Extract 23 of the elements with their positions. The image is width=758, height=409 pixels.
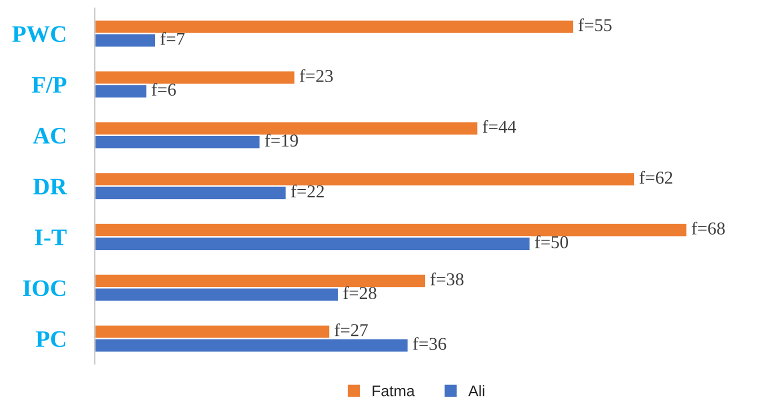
y-tick-label: AC [33, 128, 66, 144]
data-label: f=23 [300, 69, 333, 82]
y-tick-label: PC [36, 331, 66, 348]
data-label: f=50 [534, 235, 568, 248]
y-tick-label: IOC [23, 280, 66, 296]
y-tick-label: DR [33, 178, 68, 194]
data-label: f=68 [692, 222, 725, 235]
data-label: f=55 [578, 18, 612, 32]
data-label: f=36 [413, 337, 446, 350]
data-label: f=27 [334, 323, 368, 336]
data-label: f=38 [430, 272, 464, 286]
data-label: f=7 [160, 32, 185, 45]
y-tick-label: I-T [34, 230, 67, 246]
data-label: f=22 [291, 184, 324, 198]
data-label: f=28 [343, 286, 376, 300]
y-tick-label: PWC [12, 26, 66, 42]
data-label: f=6 [152, 82, 176, 96]
data-label: f=19 [264, 134, 298, 147]
legend-label: Ali [468, 385, 484, 396]
data-label: f=44 [482, 120, 516, 133]
y-tick-label: F/P [32, 77, 66, 93]
data-label: f=62 [640, 170, 672, 184]
legend-label: Fatma [372, 386, 415, 396]
